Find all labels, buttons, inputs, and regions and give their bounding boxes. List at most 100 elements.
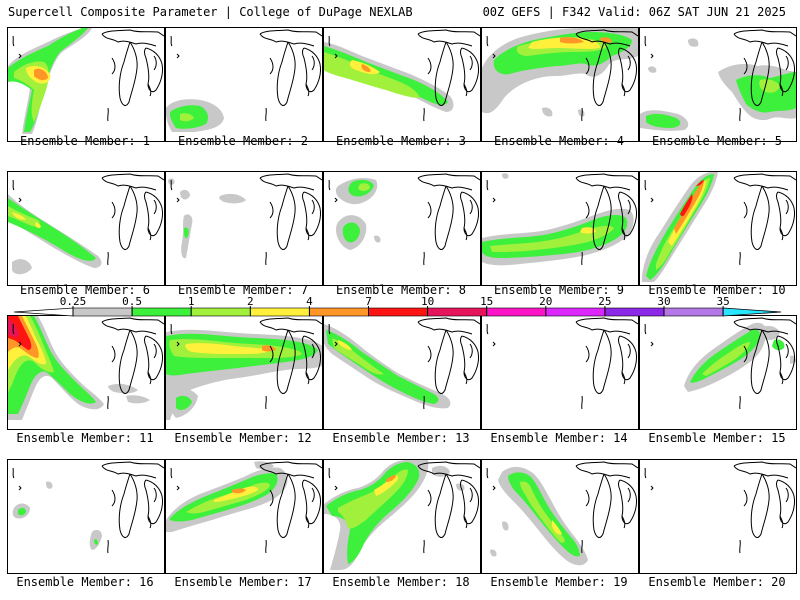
- scp-contour: [184, 227, 189, 239]
- coastline: [592, 41, 612, 106]
- coastline: [311, 55, 315, 71]
- coastline: [328, 35, 331, 47]
- coastline: [427, 345, 432, 363]
- coastline: [101, 33, 157, 47]
- coastline: [618, 479, 637, 525]
- coastline: [417, 33, 473, 47]
- ensemble-member-label: Ensemble Member: 16: [16, 575, 154, 589]
- colorbar-under-arrow: [13, 307, 74, 317]
- coastline: [585, 345, 590, 363]
- coastline: [733, 461, 796, 469]
- coastline: [779, 515, 784, 529]
- coastline: [269, 57, 274, 75]
- coastline: [176, 485, 180, 491]
- ensemble-member-label: Ensemble Member: 20: [648, 575, 786, 589]
- coastline: [265, 251, 267, 266]
- colorbar-tick-label: 2: [247, 296, 254, 308]
- coastline: [486, 323, 489, 335]
- coastline: [18, 341, 22, 347]
- ensemble-map: [486, 461, 638, 566]
- coastline: [147, 515, 152, 529]
- coastline: [101, 29, 164, 37]
- scp-contour: [46, 481, 53, 489]
- coastline: [581, 395, 583, 410]
- scp-contour: [12, 212, 26, 220]
- coastline: [328, 467, 331, 479]
- coastline: [276, 329, 296, 394]
- colorbar-tick-label: 30: [657, 296, 670, 308]
- coastline: [101, 317, 164, 325]
- coastline: [427, 489, 432, 507]
- coastline: [650, 53, 654, 59]
- scp-contour: [696, 180, 704, 186]
- coastline: [18, 197, 22, 203]
- coastline: [779, 227, 784, 241]
- coastline: [276, 41, 296, 106]
- coastline: [334, 197, 338, 203]
- ensemble-map: [8, 173, 164, 275]
- ensemble-map: [640, 29, 796, 131]
- scp-contour: [232, 488, 246, 494]
- coastline: [434, 41, 454, 106]
- coastline: [153, 487, 157, 503]
- colorbar-tick-label: 35: [716, 296, 729, 308]
- ensemble-map-panel: [323, 459, 481, 574]
- coastline: [492, 53, 496, 59]
- coastline: [107, 395, 109, 410]
- scp-contour: [358, 183, 370, 191]
- coastline: [12, 179, 15, 191]
- coastline: [434, 185, 454, 250]
- scp-contour: [361, 64, 371, 72]
- coastline: [101, 465, 157, 479]
- coastline: [18, 53, 22, 59]
- ensemble-member-label: Ensemble Member: 13: [332, 431, 470, 445]
- coastline: [107, 539, 109, 554]
- ensemble-member-label: Ensemble Member: 17: [174, 575, 312, 589]
- ensemble-map-panel: [639, 171, 797, 286]
- coastline: [785, 55, 789, 71]
- scp-contour: [578, 109, 585, 117]
- coastline: [650, 197, 654, 203]
- coastline: [305, 227, 310, 241]
- ensemble-map: [486, 317, 638, 410]
- coastline: [118, 329, 138, 394]
- coastline: [417, 173, 480, 181]
- coastline: [575, 33, 631, 47]
- coastline: [575, 177, 631, 191]
- coastline: [302, 47, 321, 93]
- coastline: [785, 343, 789, 359]
- coastline: [111, 345, 116, 363]
- scp-contour: [760, 325, 780, 340]
- coastline: [269, 201, 274, 219]
- coastline: [463, 371, 468, 385]
- ensemble-map-panel: [481, 459, 639, 574]
- coastline: [417, 321, 473, 335]
- coastline: [423, 395, 425, 410]
- scp-contour: [34, 68, 48, 81]
- coastline: [575, 321, 631, 335]
- coastline: [265, 107, 267, 122]
- coastline: [417, 465, 473, 479]
- coastline: [486, 179, 489, 191]
- coastline: [101, 177, 157, 191]
- ensemble-map-panel: [639, 315, 797, 430]
- scp-contour: [35, 222, 41, 228]
- coastline: [469, 199, 473, 215]
- coastline: [153, 55, 157, 71]
- coastline: [118, 41, 138, 106]
- scp-contour: [219, 193, 246, 204]
- scp-contour: [18, 507, 26, 516]
- ensemble-map-panel: [165, 171, 323, 286]
- coastline: [785, 199, 789, 215]
- colorbar-segment: [545, 307, 606, 317]
- coastline: [644, 323, 647, 335]
- coastline: [650, 341, 654, 347]
- ensemble-member-label: Ensemble Member: 19: [490, 575, 628, 589]
- ensemble-map-panel: [639, 459, 797, 574]
- coastline: [750, 185, 770, 250]
- coastline: [785, 487, 789, 503]
- scp-contour: [790, 355, 796, 364]
- ensemble-map-panel: [7, 459, 165, 574]
- ensemble-member-label: Ensemble Member: 14: [490, 431, 628, 445]
- coastline: [147, 371, 152, 385]
